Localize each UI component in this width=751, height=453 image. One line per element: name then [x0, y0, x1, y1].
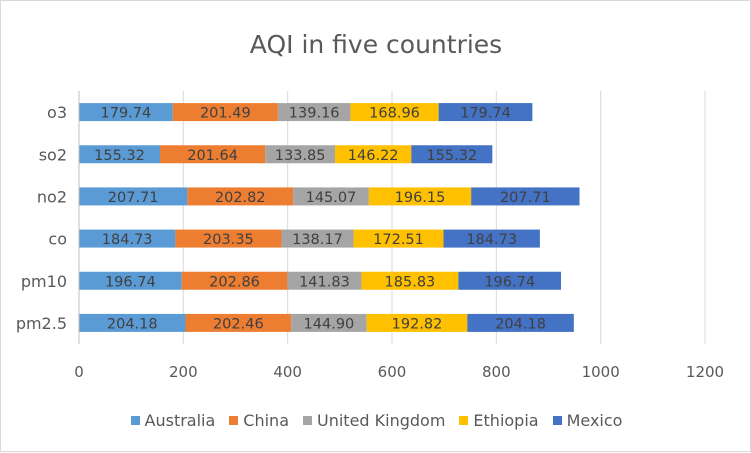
legend: Australia China United Kingdom Ethiopia Mexi…: [1, 409, 751, 431]
bar-segment: [79, 145, 161, 164]
bar-segment: [350, 103, 439, 122]
bars: [79, 103, 580, 332]
data-label: 204.18: [495, 316, 546, 332]
chart-title: AQI in five countries: [250, 30, 502, 59]
bar-segment: [185, 313, 292, 332]
legend-label: China: [243, 410, 289, 430]
data-label: 202.86: [209, 274, 260, 290]
x-tick-label: 800: [482, 363, 511, 381]
data-label: 168.96: [369, 106, 420, 122]
bar-segment: [265, 145, 336, 164]
data-label: 201.64: [187, 148, 238, 164]
bar-segment: [443, 229, 540, 248]
y-tick-label: pm2.5: [16, 314, 67, 333]
data-label: 207.71: [500, 190, 551, 206]
x-tick-label: 200: [169, 363, 198, 381]
bar-segment: [181, 271, 288, 290]
data-label: 201.49: [200, 106, 251, 122]
data-label: 202.82: [215, 190, 266, 206]
legend-item: Ethiopia: [459, 410, 539, 430]
data-label: 145.07: [306, 190, 357, 206]
legend-label: United Kingdom: [317, 410, 446, 430]
bar-segment: [277, 103, 351, 122]
x-tick-label: 0: [74, 363, 84, 381]
legend-item: United Kingdom: [303, 411, 445, 430]
data-label: 179.74: [460, 106, 511, 122]
y-tick-label: no2: [37, 187, 67, 206]
bar-segment: [458, 271, 562, 290]
bar-segment: [366, 313, 468, 332]
y-tick-label: so2: [39, 145, 67, 164]
data-label: 146.22: [348, 148, 399, 164]
x-tick-label: 1200: [686, 363, 724, 381]
data-label: 138.17: [292, 232, 343, 248]
x-tick-label: 1000: [582, 363, 620, 381]
bar-segment: [79, 229, 176, 248]
data-label: 172.51: [373, 232, 424, 248]
data-label: 185.83: [385, 274, 436, 290]
data-label: 202.46: [213, 316, 264, 332]
data-label: 196.74: [484, 274, 535, 290]
data-labels: 204.18 202.46 144.90 192.82 204.18 196.74 202.…: [94, 106, 551, 333]
bar-segment: [79, 313, 186, 332]
bar-segment: [368, 187, 472, 206]
bar-segment: [175, 229, 282, 248]
legend-item: Mexico: [552, 410, 623, 430]
legend-item: Australia: [130, 410, 216, 430]
bar-segment: [160, 145, 266, 164]
bar-segment: [287, 271, 362, 290]
bar-segment: [79, 187, 188, 206]
legend-swatch: [229, 415, 239, 425]
bar-segment: [467, 313, 574, 332]
bar-segment: [281, 229, 354, 248]
data-label: 141.83: [299, 274, 350, 290]
data-label: 196.74: [105, 274, 156, 290]
data-label: 203.35: [203, 232, 254, 248]
bar-segment: [293, 187, 369, 206]
data-label: 133.85: [275, 148, 326, 164]
data-label: 139.16: [289, 106, 340, 122]
x-tick-label: 400: [273, 363, 302, 381]
data-label: 179.74: [101, 106, 152, 122]
legend-label: Mexico: [566, 410, 623, 430]
legend-label: Australia: [144, 410, 216, 430]
legend-label: Ethiopia: [473, 410, 539, 430]
legend-swatch: [552, 415, 562, 425]
legend-swatch: [130, 415, 140, 425]
bar-segment: [291, 313, 367, 332]
legend-item: China: [229, 411, 289, 430]
gridlines: [182, 91, 706, 344]
data-label: 192.82: [392, 316, 443, 332]
y-tick-label: co: [48, 230, 67, 249]
bar-segment: [361, 271, 459, 290]
data-label: 184.73: [102, 232, 153, 248]
data-label: 204.18: [107, 316, 158, 332]
data-label: 155.32: [426, 148, 477, 164]
bar-segment: [172, 103, 278, 122]
y-tick-label: o3: [47, 103, 67, 122]
data-label: 207.71: [108, 190, 159, 206]
data-label: 196.15: [395, 190, 446, 206]
legend-swatch: [459, 415, 469, 425]
bar-segment: [471, 187, 580, 206]
x-tick-label: 600: [378, 363, 407, 381]
data-label: 144.90: [304, 316, 355, 332]
legend-swatch: [303, 415, 312, 425]
bar-segment: [438, 103, 533, 122]
data-label: 184.73: [466, 232, 517, 248]
bar-segment: [79, 271, 182, 290]
data-label: 155.32: [94, 148, 145, 164]
bar-segment: [411, 145, 493, 164]
bar-segment: [353, 229, 444, 248]
bar-segment: [335, 145, 412, 164]
bar-segment: [187, 187, 294, 206]
bar-segment: [79, 103, 173, 122]
axes: 0 200 400 600 800 1000 1200 pm2.5 pm10 co no2 so2 o3: [16, 91, 724, 381]
y-tick-label: pm10: [21, 272, 67, 291]
